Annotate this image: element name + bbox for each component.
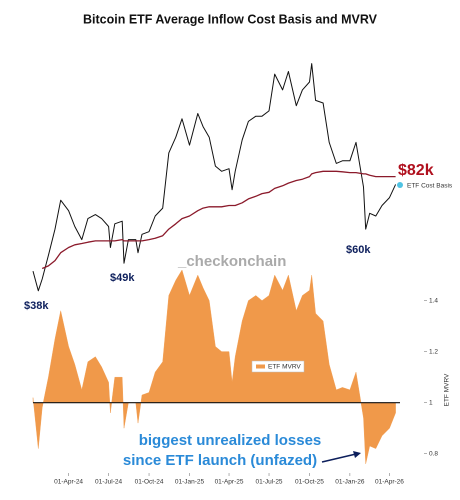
legend-marker	[397, 182, 403, 188]
annotation: $60k	[346, 244, 371, 256]
y-tick-label: 1.2	[429, 348, 438, 355]
legend-box	[251, 360, 305, 373]
x-tick-label: 01-Oct-25	[295, 479, 324, 486]
x-tick-label: 01-Jul-24	[95, 479, 122, 486]
annotation: $38k	[24, 300, 49, 312]
x-tick-label: 01-Jan-26	[335, 479, 365, 486]
x-tick-label: 01-Jul-25	[255, 479, 282, 486]
annotation: $49k	[110, 272, 135, 284]
annotation: biggest unrealized losses	[139, 432, 322, 449]
arrow-head	[353, 451, 361, 458]
y-tick-label: 0.8	[429, 450, 438, 457]
chart-title: Bitcoin ETF Average Inflow Cost Basis an…	[83, 12, 378, 26]
annotation: $82k	[398, 162, 434, 179]
x-tick-label: 01-Apr-25	[215, 479, 244, 486]
legend-label: ETF Cost Basis	[407, 183, 453, 190]
series-area	[32, 269, 396, 464]
legend-swatch	[256, 364, 265, 369]
arrow	[321, 453, 357, 463]
legend-label: ETF MVRV	[268, 364, 301, 371]
y-tick-label: 1	[429, 399, 433, 406]
annotation: since ETF launch (unfazed)	[123, 452, 317, 469]
watermark: _checkonchain	[177, 253, 286, 270]
x-tick-label: 01-Apr-24	[54, 479, 83, 486]
x-tick-label: 01-Oct-24	[135, 479, 164, 486]
y-axis-label: ETF MVRV	[444, 373, 451, 406]
x-tick-label: 01-Jan-25	[175, 479, 205, 486]
y-tick-label: 1.4	[429, 297, 438, 304]
series-line	[32, 63, 397, 292]
x-tick-label: 01-Apr-26	[375, 479, 404, 486]
series-line	[41, 170, 396, 270]
